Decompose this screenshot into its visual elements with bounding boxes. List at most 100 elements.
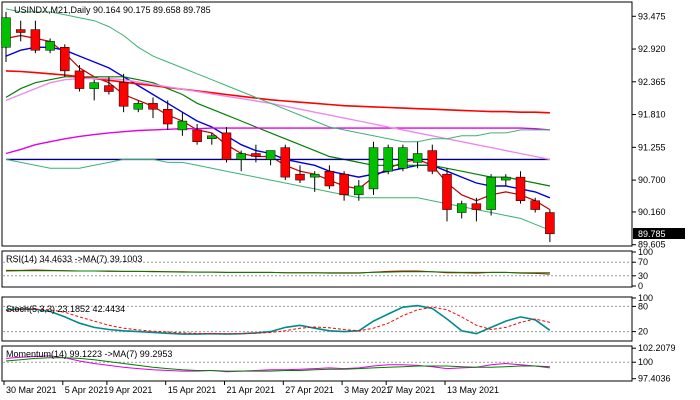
- candle: [133, 100, 144, 113]
- price-tick-label: 91.810: [638, 110, 666, 120]
- overlay-line-6: [5, 77, 551, 161]
- time-tick-label: 9 Apr 2021: [109, 385, 153, 395]
- candle-body: [530, 200, 540, 210]
- time-tick-label: 7 May 2021: [388, 385, 435, 395]
- stoch-panel[interactable]: Stoch(5,3,3) 23.1852 42.4434: [1, 296, 633, 342]
- candle: [515, 171, 526, 204]
- candle: [383, 144, 393, 175]
- candle: [74, 64, 85, 92]
- price-tick-label: 91.255: [638, 142, 666, 152]
- candle-body: [221, 132, 232, 160]
- candle-body: [295, 173, 305, 181]
- indicator-tick-label: 20: [638, 327, 648, 337]
- candle-body: [45, 41, 55, 51]
- candle-body: [442, 173, 452, 210]
- candle-body: [280, 147, 291, 178]
- candle: [442, 168, 452, 222]
- candle-body: [89, 82, 99, 89]
- candle: [104, 76, 114, 95]
- time-tick-label: 5 Apr 2021: [65, 385, 109, 395]
- candle-body: [545, 212, 555, 235]
- indicator-tick-label: 0: [638, 281, 643, 291]
- time-tick-label: 13 May 2021: [447, 385, 499, 395]
- candle-body: [15, 29, 26, 33]
- candle: [89, 79, 99, 101]
- candle-body: [368, 147, 379, 190]
- rsi-level-lines: [3, 261, 631, 277]
- candle: [295, 165, 305, 184]
- candle: [251, 144, 261, 163]
- candle-body: [309, 173, 320, 178]
- time-tick-label: 27 Apr 2021: [285, 385, 334, 395]
- indicator-line-0: [5, 355, 550, 373]
- overlay-line-0: [5, 34, 551, 211]
- candle: [309, 171, 320, 192]
- time-tick-label: 3 May 2021: [344, 385, 391, 395]
- price-tick-label: 92.365: [638, 77, 666, 87]
- indicator-tick-label: 102.2079: [638, 343, 676, 353]
- candle-body: [427, 150, 438, 172]
- moving-average-overlays: [5, 8, 551, 231]
- candle-body: [324, 170, 335, 187]
- candle: [15, 20, 26, 42]
- candle: [207, 132, 217, 145]
- indicator-tick-label: 70: [638, 257, 648, 267]
- indicator-tick-label: 100: [638, 247, 653, 257]
- candle-body: [133, 103, 144, 110]
- candle: [45, 38, 55, 54]
- candle: [280, 144, 291, 181]
- candle-body: [398, 147, 408, 169]
- overlay-line-3: [5, 127, 550, 155]
- candle-body: [1, 17, 11, 48]
- indicator-tick-label: 100: [638, 293, 653, 303]
- momentum-axis: 102.2079 100 97.4036: [632, 343, 676, 384]
- candle: [456, 200, 467, 219]
- candle-body: [148, 103, 158, 110]
- candle-body: [383, 147, 393, 172]
- candle-body: [354, 185, 364, 196]
- candle-body: [74, 70, 85, 89]
- candle-body: [104, 85, 114, 92]
- indicator-line-0: [5, 304, 551, 335]
- momentum-panel[interactable]: Momentum(14) 99.1223 ->MA(7) 99.2953: [1, 345, 633, 382]
- candle-body: [486, 176, 496, 210]
- candle: [162, 100, 173, 130]
- indicator-tick-label: 30: [638, 271, 648, 281]
- overlay-line-7: [5, 8, 550, 143]
- price-tick-label: 90.160: [638, 207, 666, 217]
- candle-body: [207, 135, 217, 140]
- candle: [177, 112, 188, 136]
- stoch-level-lines: [3, 305, 631, 333]
- candle-body: [501, 176, 511, 181]
- current-price-tag: 89.785: [633, 228, 685, 239]
- momentum-label: Momentum(14) 99.1223 ->MA(7) 99.2953: [6, 349, 172, 359]
- rsi-panel[interactable]: RSI(14) 34.4633 ->MA(7) 39.1003: [1, 250, 633, 288]
- candle: [265, 150, 276, 166]
- candle-body: [339, 173, 349, 196]
- candle: [354, 180, 364, 201]
- candle-body: [515, 176, 526, 201]
- overlay-line-2: [5, 76, 551, 187]
- indicator-tick-label: 97.4036: [638, 374, 671, 384]
- indicator-tick-label: 80: [638, 301, 648, 311]
- candle: [192, 124, 202, 145]
- candle-body: [177, 120, 188, 131]
- price-tick-label: 93.475: [638, 11, 666, 21]
- candle-body: [265, 150, 276, 160]
- candle-body: [251, 153, 261, 157]
- price-tick-label: 89.605: [638, 240, 666, 250]
- candle: [545, 209, 555, 243]
- candlestick-series: [1, 11, 555, 243]
- candle: [1, 11, 11, 63]
- current-price-label: 89.785: [638, 229, 666, 239]
- candle: [530, 197, 540, 213]
- candle: [324, 165, 335, 189]
- price-panel[interactable]: USINDX,M21,Daily 90.164 90.175 89.658 89…: [1, 1, 633, 247]
- price-tick-label: 90.700: [638, 175, 666, 185]
- candle-body: [30, 29, 41, 51]
- indicator-tick-label: 100: [638, 357, 653, 367]
- time-tick-label: 21 Apr 2021: [227, 385, 276, 395]
